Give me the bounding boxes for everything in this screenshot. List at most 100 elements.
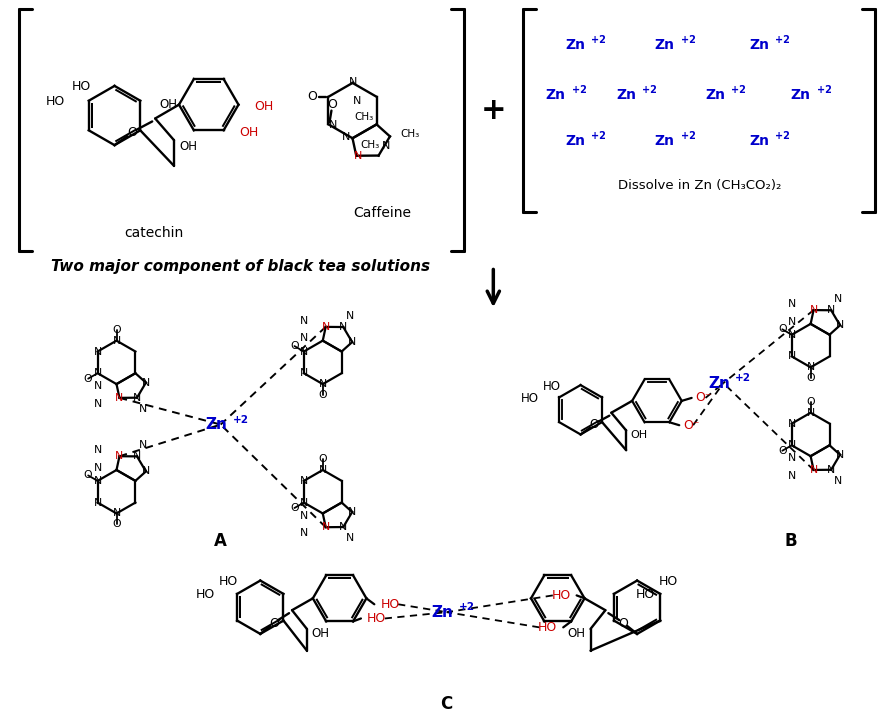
Text: N: N	[299, 347, 308, 356]
Text: Zn: Zn	[705, 88, 726, 102]
Text: B: B	[784, 532, 797, 550]
Text: N: N	[94, 347, 102, 356]
Text: Zn: Zn	[790, 88, 811, 102]
Text: +2: +2	[680, 36, 696, 46]
Text: Zn: Zn	[749, 134, 769, 148]
Text: CH₃: CH₃	[354, 111, 374, 121]
Text: N: N	[142, 466, 150, 476]
Text: N: N	[115, 393, 123, 403]
Text: N: N	[342, 132, 351, 143]
Text: N: N	[322, 322, 330, 332]
Text: CH₃: CH₃	[400, 129, 420, 139]
Text: HO: HO	[219, 575, 238, 588]
Text: CH₃: CH₃	[361, 140, 379, 150]
Text: HO: HO	[196, 588, 215, 601]
Text: O: O	[128, 125, 137, 139]
Text: OH: OH	[179, 140, 197, 153]
Text: N: N	[94, 476, 102, 486]
Text: N: N	[348, 337, 356, 347]
Text: HO: HO	[543, 379, 561, 393]
Text: O: O	[618, 617, 628, 630]
Text: N: N	[94, 446, 102, 456]
Text: N: N	[810, 465, 818, 475]
Text: N: N	[788, 419, 796, 429]
Text: N: N	[346, 311, 354, 321]
Text: O: O	[778, 446, 787, 456]
Text: O: O	[269, 617, 279, 630]
Text: N: N	[835, 450, 844, 460]
Text: +2: +2	[642, 85, 657, 95]
Text: N: N	[94, 381, 102, 391]
Text: N: N	[94, 463, 102, 473]
Text: +2: +2	[571, 85, 587, 95]
Text: N: N	[115, 451, 123, 461]
Text: N: N	[349, 77, 358, 87]
Text: Zn: Zn	[655, 134, 675, 148]
Text: Zn: Zn	[616, 88, 636, 102]
Text: HO: HO	[538, 621, 557, 634]
Text: C: C	[440, 695, 453, 713]
Text: N: N	[299, 368, 308, 378]
Text: N: N	[346, 533, 354, 543]
Text: Caffeine: Caffeine	[354, 206, 411, 220]
Text: OH: OH	[568, 627, 586, 640]
Text: N: N	[299, 334, 308, 344]
Text: N: N	[322, 522, 330, 532]
Text: N: N	[113, 336, 120, 346]
Text: N: N	[788, 453, 796, 463]
Text: O⁻: O⁻	[696, 391, 712, 404]
Text: N: N	[133, 451, 141, 461]
Text: N: N	[788, 352, 796, 361]
Text: N: N	[383, 140, 391, 150]
Text: N: N	[834, 476, 842, 486]
Text: N: N	[788, 299, 796, 309]
Text: O: O	[778, 324, 787, 334]
Text: O: O	[113, 519, 120, 529]
Text: A: A	[214, 532, 227, 550]
Text: N: N	[299, 511, 308, 520]
Text: N: N	[339, 522, 347, 532]
Text: N: N	[354, 96, 361, 106]
Text: +2: +2	[232, 415, 249, 425]
Text: O: O	[806, 397, 815, 407]
Text: HO: HO	[46, 96, 65, 108]
Text: O: O	[113, 325, 120, 335]
Text: O: O	[318, 390, 327, 400]
Text: HO: HO	[521, 392, 540, 405]
Text: N: N	[827, 305, 835, 315]
Text: N: N	[299, 476, 308, 486]
Text: N: N	[133, 393, 141, 403]
Text: O: O	[84, 471, 92, 481]
Text: N: N	[139, 440, 148, 451]
Text: +2: +2	[775, 131, 789, 141]
Text: N: N	[806, 408, 815, 418]
Text: OH: OH	[159, 98, 177, 111]
Text: N: N	[827, 465, 835, 475]
Text: +2: +2	[775, 36, 789, 46]
Text: N: N	[834, 294, 842, 304]
Text: N: N	[139, 404, 148, 414]
Text: Zn: Zn	[655, 39, 675, 53]
Text: +2: +2	[592, 36, 606, 46]
Text: Zn: Zn	[749, 39, 769, 53]
Text: Zn: Zn	[546, 88, 566, 102]
Text: +2: +2	[817, 85, 831, 95]
Text: N: N	[788, 317, 796, 327]
Text: O: O	[590, 418, 599, 431]
Text: HO: HO	[367, 612, 386, 625]
Text: N: N	[806, 362, 815, 372]
Text: +2: +2	[680, 131, 696, 141]
Text: O: O	[84, 374, 92, 384]
Text: O: O	[806, 373, 815, 383]
Text: N: N	[299, 316, 308, 326]
Text: Zn: Zn	[431, 605, 454, 620]
Text: Two major component of black tea solutions: Two major component of black tea solutio…	[51, 259, 430, 274]
Text: O: O	[318, 454, 327, 464]
Text: +2: +2	[592, 131, 606, 141]
Text: N: N	[299, 498, 308, 508]
Text: O: O	[328, 98, 338, 111]
Text: HO: HO	[380, 597, 400, 611]
Text: N: N	[94, 368, 102, 378]
Text: N: N	[330, 120, 338, 130]
Text: N: N	[835, 320, 844, 330]
